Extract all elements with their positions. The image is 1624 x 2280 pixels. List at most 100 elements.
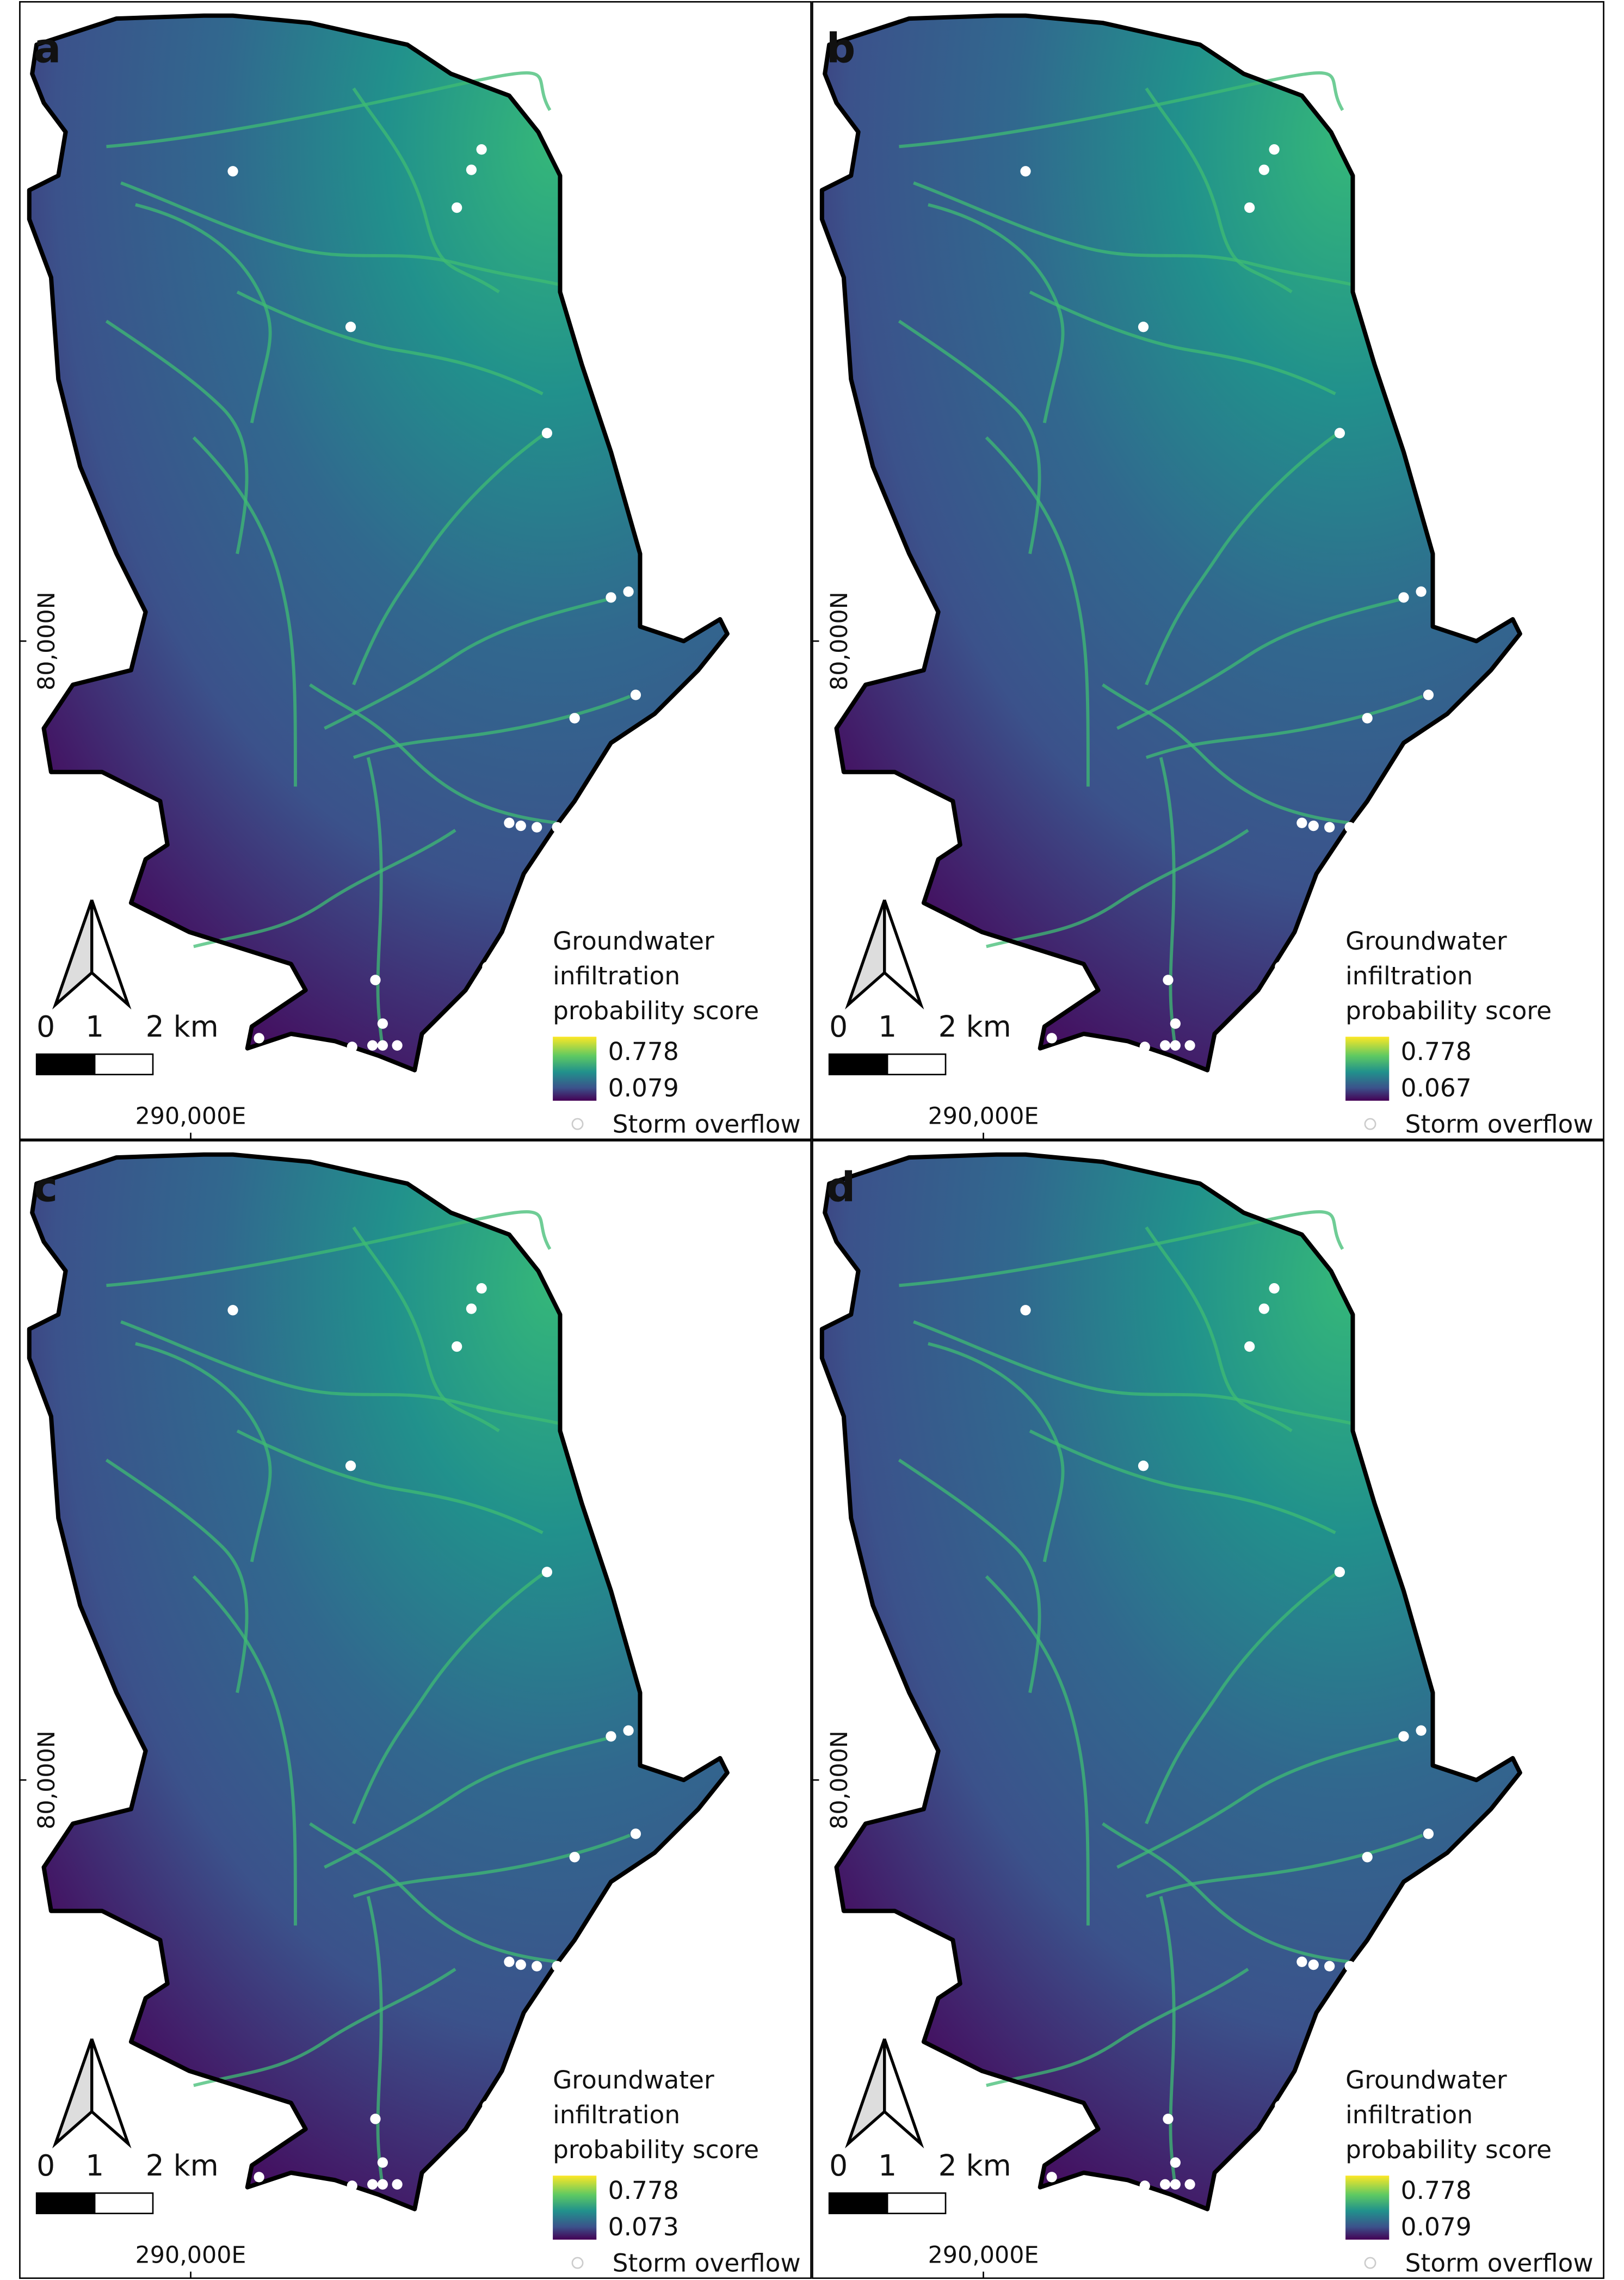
land-area [822,1154,1520,2209]
stream [898,319,1041,554]
stream [913,181,1354,287]
storm-overflow-point [606,592,616,603]
storm-overflow-point [1423,689,1434,700]
storm-overflow-point [1308,820,1319,831]
legend-min: 0.079 [608,1074,679,1102]
storm-overflow-point [1139,1042,1150,1052]
storm-overflow-point [541,1567,553,1577]
storm-overflow-point [515,1959,526,1970]
stream [1116,1735,1409,1869]
storm-overflow-point [552,822,563,833]
scale-bar [886,1053,947,1076]
storm-overflow-point [466,164,477,175]
storm-overflow-point [1308,1959,1319,1970]
legend-title: infiltration [1345,962,1473,990]
panel-label: a [34,24,61,72]
stream [1145,1833,1423,1898]
storm-overflow-point [504,1956,515,1967]
stream [106,71,552,149]
scale-label: 0 [36,2148,55,2183]
storm-overflow-point [476,1283,487,1294]
stream [135,1342,272,1562]
stream [899,71,1344,149]
stream [193,1968,456,2087]
stream [353,1833,631,1898]
easting-label: 290,000E [135,2242,246,2269]
legend-overflow-label: Storm overflow [613,1110,801,1139]
storm-overflow-point [1138,322,1149,332]
legend-title: Groundwater [1345,927,1507,956]
northing-label: 80,000N [826,1730,853,1829]
stream [309,683,558,825]
storm-overflow-point [1170,2157,1181,2168]
scale-label: 2 km [146,1009,219,1044]
storm-overflow-point [1170,1040,1181,1051]
coastline [27,1152,730,2211]
north-arrow [90,899,132,1010]
legend-min: 0.073 [608,2213,679,2241]
storm-overflow-point [1334,428,1345,439]
legend-title: infiltration [553,962,680,990]
storm-overflow-point [1244,202,1255,213]
storm-overflow-point [1184,2179,1195,2190]
stream [236,1429,544,1535]
legend-title: probability score [1345,996,1552,1025]
storm-overflow-point [1163,975,1174,985]
legend-colorbar [1345,2176,1390,2240]
storm-overflow-point [1139,2180,1150,2191]
storm-overflow-point [1398,592,1409,603]
storm-overflow-point [515,820,526,831]
easting-label: 290,000E [928,2242,1039,2269]
northing-label: 80,000N [826,591,853,691]
map-panel: a 0 1 2 km 290,000E 80,000N Groundwater infiltr… [19,1,812,1140]
stream [1145,87,1293,294]
stream [192,1575,297,1926]
storm-overflow-point [1275,2100,1286,2111]
legend-title: probability score [553,2135,759,2164]
scale-label: 1 [85,2148,104,2183]
stream [913,1320,1354,1426]
storm-overflow-point [1163,2113,1174,2124]
storm-overflow-point [630,689,641,700]
land-area [29,1154,727,2209]
legend-max: 0.778 [608,1037,679,1066]
storm-overflow-point [532,1961,542,1971]
storm-overflow-point [347,1042,357,1052]
legend-title: Groundwater [553,927,714,956]
legend-overflow-symbol [1364,1118,1376,1130]
storm-overflow-point [254,2172,264,2183]
storm-overflow-point [1324,1961,1335,1971]
scale-label: 1 [878,2148,897,2183]
storm-overflow-point [370,2113,381,2124]
legend-title: infiltration [1345,2100,1473,2129]
stream [1102,1822,1350,1964]
north-arrow [90,2038,132,2149]
stream [1159,757,1177,1049]
scale-bar [35,2192,96,2215]
legend-title: probability score [553,996,759,1025]
stream [899,1210,1344,1287]
storm-overflow-point [370,975,381,985]
storm-overflow-point [1184,1040,1195,1051]
scale-label: 0 [829,1009,848,1044]
stream [985,436,1090,787]
map-panel: d 0 1 2 km 290,000E 80,000N Groundwater infiltr… [812,1140,1604,2279]
storm-overflow-point [392,1040,403,1051]
north-arrow [883,2038,924,2149]
map-panel: b 0 1 2 km 290,000E 80,000N Groundwater infiltr… [812,1,1604,1140]
stream [309,1822,558,1964]
legend-colorbar [1345,1037,1390,1101]
stream [352,432,547,686]
land-area [29,15,727,1070]
storm-overflow-point [1324,822,1335,833]
storm-overflow-point [367,2179,378,2190]
storm-overflow-point [1020,166,1031,177]
scale-label: 1 [878,1009,897,1044]
storm-overflow-point [347,2180,357,2191]
legend-overflow-symbol [571,1118,584,1130]
storm-overflow-point [552,1961,563,1971]
northing-label: 80,000N [33,1730,60,1829]
legend-overflow-label: Storm overflow [1405,1110,1594,1139]
scale-bar [828,2192,888,2215]
storm-overflow-point [1269,1283,1280,1294]
